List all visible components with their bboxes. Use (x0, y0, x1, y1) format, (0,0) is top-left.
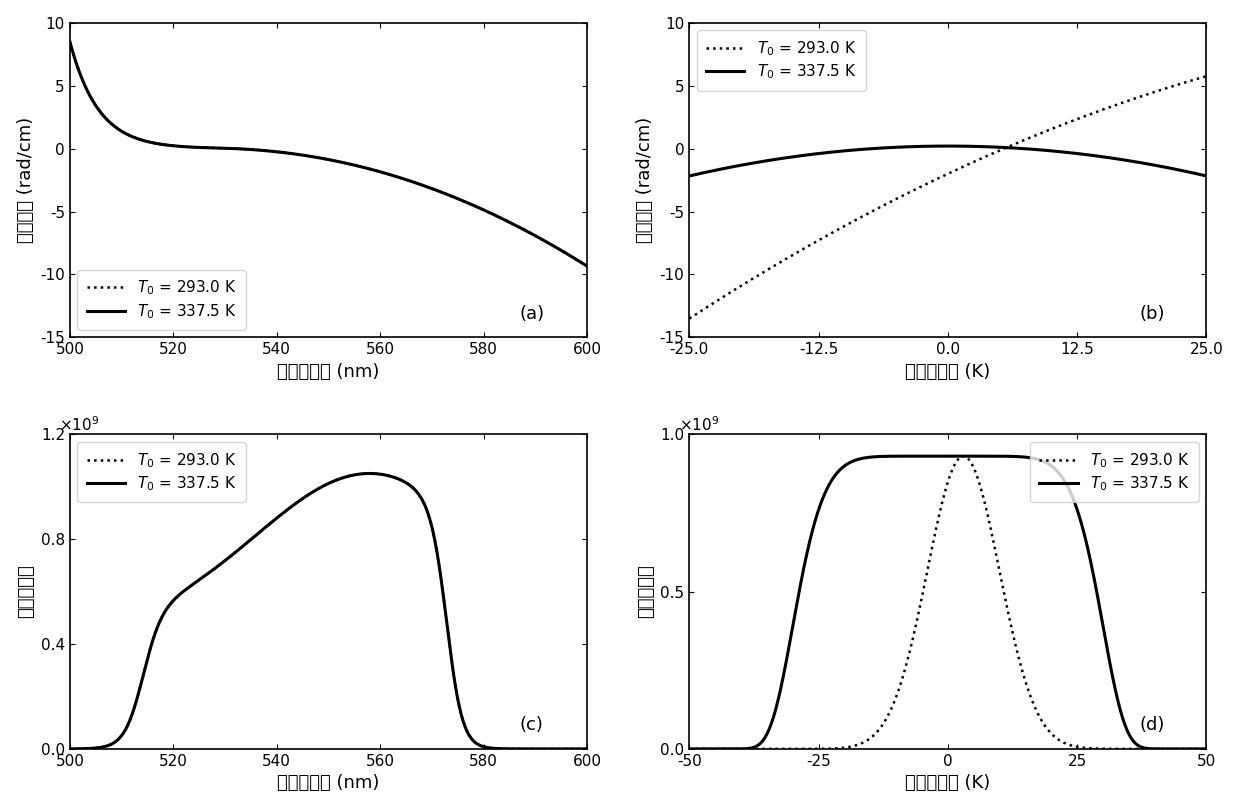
Legend: $T_0$ = 293.0 K, $T_0$ = 337.5 K: $T_0$ = 293.0 K, $T_0$ = 337.5 K (77, 269, 246, 330)
Legend: $T_0$ = 293.0 K, $T_0$ = 337.5 K: $T_0$ = 293.0 K, $T_0$ = 337.5 K (77, 442, 246, 502)
Text: (c): (c) (520, 716, 543, 734)
Legend: $T_0$ = 293.0 K, $T_0$ = 337.5 K: $T_0$ = 293.0 K, $T_0$ = 337.5 K (1030, 442, 1199, 502)
Y-axis label: 波矢失配 (rad/cm): 波矢失配 (rad/cm) (16, 117, 35, 244)
Text: $\times10^9$: $\times10^9$ (60, 415, 100, 434)
X-axis label: 信号光波长 (nm): 信号光波长 (nm) (278, 774, 379, 792)
Text: (a): (a) (520, 304, 544, 323)
Text: (b): (b) (1140, 304, 1164, 323)
X-axis label: 信号光波长 (nm): 信号光波长 (nm) (278, 363, 379, 381)
Text: (d): (d) (1140, 716, 1164, 734)
X-axis label: 温度偏移量 (K): 温度偏移量 (K) (905, 363, 991, 381)
Y-axis label: 小信号增益: 小信号增益 (637, 565, 655, 618)
Text: $\times10^9$: $\times10^9$ (680, 415, 719, 434)
X-axis label: 温度偏移量 (K): 温度偏移量 (K) (905, 774, 991, 792)
Y-axis label: 小信号增益: 小信号增益 (17, 565, 35, 618)
Y-axis label: 波矢失配 (rad/cm): 波矢失配 (rad/cm) (636, 117, 655, 244)
Legend: $T_0$ = 293.0 K, $T_0$ = 337.5 K: $T_0$ = 293.0 K, $T_0$ = 337.5 K (697, 30, 866, 91)
